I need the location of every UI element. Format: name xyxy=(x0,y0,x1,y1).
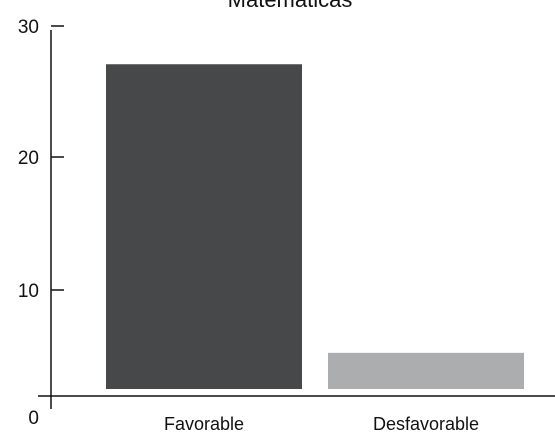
bar-favorable xyxy=(106,64,302,390)
y-tick-group: 0 10 20 30 xyxy=(18,17,64,429)
y-tick-label: 20 xyxy=(18,148,39,169)
y-tick-label: 30 xyxy=(18,17,39,38)
bar-group xyxy=(106,64,524,390)
bar-desfavorable xyxy=(328,352,524,389)
x-tick-label: Desfavorable xyxy=(373,414,479,432)
chart-title: Matemáticas xyxy=(228,0,353,12)
y-tick-label: 10 xyxy=(18,281,39,302)
x-label-group: Favorable Desfavorable xyxy=(164,414,479,432)
y-tick-label: 0 xyxy=(28,408,39,429)
x-tick-label: Favorable xyxy=(164,414,244,432)
